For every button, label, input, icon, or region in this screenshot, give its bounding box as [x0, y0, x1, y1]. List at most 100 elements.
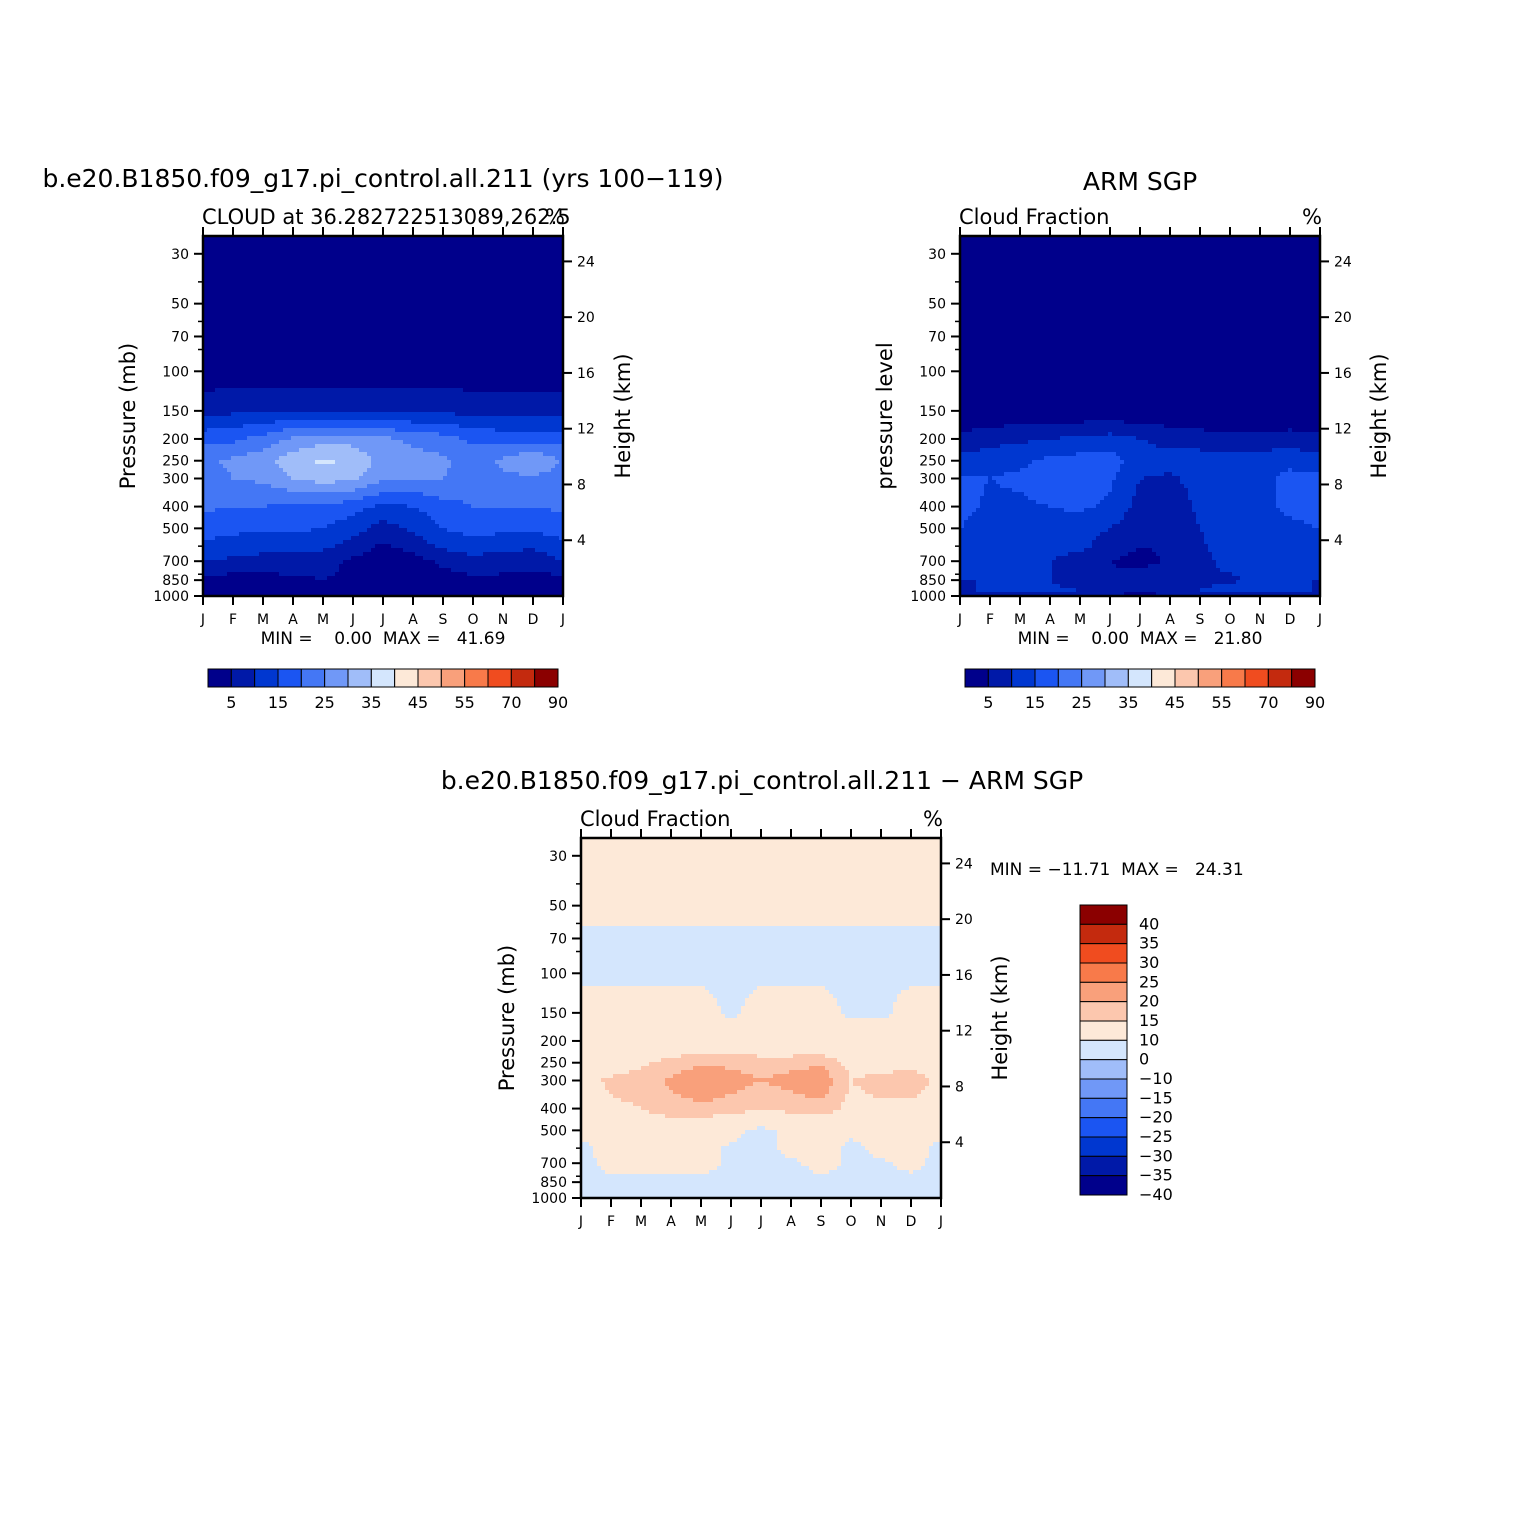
contour-cell [960, 276, 1321, 281]
contour-cell [960, 384, 1321, 389]
y-tick-label: 30 [171, 247, 189, 263]
y-tick-label: 300 [162, 472, 189, 488]
contour-cell [581, 910, 942, 915]
contour-cell [960, 508, 977, 513]
contour-cell [235, 440, 280, 445]
contour-cell [581, 1074, 614, 1079]
contour-cell [713, 1098, 846, 1103]
colorbar-swatch [1079, 1001, 1128, 1022]
contour-cell [1276, 480, 1321, 485]
contour-cell [845, 1014, 890, 1019]
colorbar-swatch [1079, 1039, 1128, 1061]
colorbar-swatch [1267, 668, 1293, 688]
contour-cell [960, 496, 981, 501]
contour-cell [463, 388, 564, 393]
y-tick-label: 100 [540, 966, 567, 982]
colorbar-swatch [1291, 668, 1316, 688]
contour-cell [845, 1066, 942, 1071]
contour-cell [960, 244, 1321, 249]
contour-cell [203, 556, 228, 561]
panel-obs-ylabel: pressure level [873, 342, 897, 489]
contour-cell [805, 1094, 826, 1099]
contour-cell [367, 484, 564, 489]
y-tick-label: 1000 [910, 589, 946, 605]
contour-cell [203, 472, 232, 477]
contour-cell [439, 452, 520, 457]
contour-cell [267, 432, 440, 437]
contour-cell [215, 508, 364, 513]
contour-cell [1180, 476, 1277, 481]
contour-cell [669, 1086, 746, 1091]
contour-cell [865, 1090, 922, 1095]
contour-cell [960, 292, 1321, 297]
contour-cell [581, 1094, 614, 1099]
colorbar-swatch [1034, 668, 1059, 688]
contour-cell [203, 272, 564, 277]
contour-cell [853, 1078, 930, 1083]
contour-cell [921, 1090, 942, 1095]
contour-cell [203, 448, 264, 453]
contour-cell [829, 1074, 850, 1079]
contour-cell [813, 1170, 830, 1175]
colorbar-swatch [964, 668, 989, 688]
contour-cell [960, 364, 1321, 369]
contour-cell [589, 1142, 730, 1147]
y-tick-label: 850 [540, 1175, 567, 1191]
contour-cell [1208, 544, 1321, 549]
contour-cell [1148, 440, 1321, 445]
contour-cell [777, 1138, 850, 1143]
contour-cell [555, 456, 564, 461]
contour-cell [1100, 532, 1205, 537]
panel-model-plot: J F M A M J J A S O N D J 30 50 70 100 150 200 250 300 400 500… [153, 227, 595, 628]
contour-cell [581, 1082, 606, 1087]
contour-cell [203, 480, 256, 485]
contour-cell [203, 288, 564, 293]
contour-cell [865, 1074, 926, 1079]
contour-cell [984, 488, 1013, 493]
contour-cell [741, 1134, 778, 1139]
contour-cell [960, 356, 1321, 361]
y-tick-label: 200 [162, 432, 189, 448]
contour-cell [1132, 496, 1189, 501]
colorbar-swatch [1197, 668, 1223, 688]
contour-cell [203, 452, 248, 457]
contour-cell [889, 1014, 942, 1019]
contour-cell [451, 460, 496, 465]
contour-cell [203, 416, 564, 421]
contour-cell [203, 264, 564, 269]
contour-cell [960, 420, 1085, 425]
contour-cell [833, 1078, 850, 1083]
contour-cell [581, 990, 710, 995]
contour-cell [665, 1078, 834, 1083]
contour-cell [641, 1106, 842, 1111]
contour-cell [960, 520, 965, 525]
contour-cell [359, 476, 444, 481]
contour-cell [717, 1166, 810, 1171]
contour-cell [275, 460, 316, 465]
colorbar-swatch [987, 668, 1013, 688]
contour-cell [203, 336, 564, 341]
contour-cell [439, 524, 564, 529]
contour-cell [665, 1114, 714, 1119]
contour-cell [988, 476, 993, 481]
contour-cell [315, 576, 328, 581]
contour-cell [543, 532, 564, 537]
contour-cell [909, 1170, 914, 1175]
contour-cell [581, 898, 942, 903]
contour-cell [371, 460, 452, 465]
contour-cell [968, 516, 1125, 521]
contour-cell [960, 256, 1321, 261]
contour-cell [581, 1134, 742, 1139]
contour-cell [1120, 464, 1321, 469]
contour-cell [581, 1058, 662, 1063]
contour-cell [960, 436, 1061, 441]
panel-diff: b.e20.B1850.f09_g17.pi_control.all.211 −… [441, 766, 1244, 1230]
contour-cell [203, 396, 564, 401]
contour-cell [203, 524, 328, 529]
x-tick-label: N [498, 612, 508, 628]
contour-cell [203, 428, 208, 433]
contour-cell [203, 260, 564, 265]
contour-cell [1200, 448, 1273, 453]
contour-cell [960, 528, 1109, 533]
contour-cell [597, 1162, 722, 1167]
